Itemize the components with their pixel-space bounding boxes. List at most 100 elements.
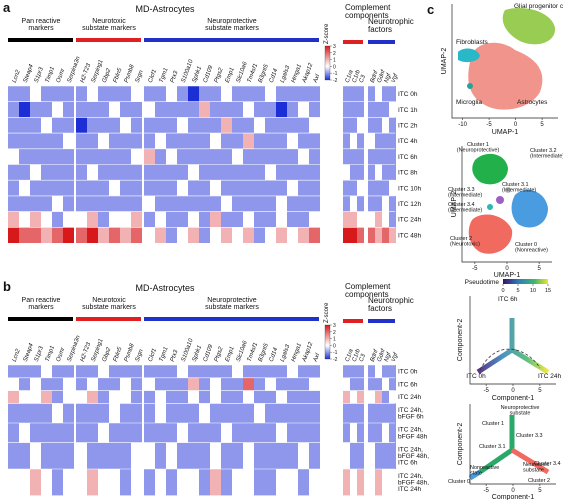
gene-label: Clcf1 <box>148 348 158 363</box>
heatmap-cell <box>298 423 309 443</box>
heatmap-cell <box>232 148 243 165</box>
heatmap-cell <box>63 133 74 149</box>
group-bar <box>368 319 395 323</box>
heatmap-cell <box>343 117 350 134</box>
x-tick-label: -5 <box>486 122 492 128</box>
heatmap-cell <box>109 164 120 181</box>
row-label-line: ITC 0h <box>398 369 418 376</box>
heatmap-cell <box>98 148 109 165</box>
heatmap-cell <box>188 365 199 378</box>
heatmap-cell <box>30 180 41 196</box>
gene-label: Cd14 <box>269 347 280 363</box>
heatmap-cell <box>98 180 109 196</box>
heatmap-cell <box>8 377 19 391</box>
heatmap-cell <box>155 117 166 134</box>
heatmap-cell <box>52 469 63 496</box>
heatmap-cell <box>52 211 63 228</box>
row-label-line: ITC 24h <box>398 394 422 401</box>
gene-label: Gbp2 <box>102 67 113 83</box>
heatmap-cell <box>188 423 199 443</box>
heatmap-cell <box>131 365 142 378</box>
gene-label: Bdnf <box>370 348 380 363</box>
heatmap-cell <box>87 117 98 134</box>
heatmap-cell <box>98 469 109 496</box>
heatmap-cell <box>343 148 350 165</box>
heatmap-cell <box>155 180 166 196</box>
panel-title: MD-Astrocytes <box>135 283 195 293</box>
gene-label: Emp1 <box>225 67 236 84</box>
heatmap-cell <box>144 101 155 118</box>
heatmap-cell <box>131 164 142 181</box>
heatmap-cell <box>98 423 109 443</box>
heatmap-cell <box>188 195 199 212</box>
x-tick-label: 0 <box>511 388 515 394</box>
heatmap-cell <box>87 442 98 469</box>
heatmap-cell <box>109 390 120 404</box>
heatmap-cell <box>243 403 254 423</box>
heatmap-cell <box>30 195 41 212</box>
heatmap-cell <box>210 195 221 212</box>
heatmap-cell <box>382 86 389 102</box>
heatmap-cell <box>109 377 120 391</box>
heatmap-cell <box>166 469 177 496</box>
heatmap-cell <box>144 442 155 469</box>
heatmap-cell <box>210 227 221 243</box>
heatmap-cell <box>87 423 98 443</box>
heatmap-cell <box>221 133 232 149</box>
group-name: Neuroprotective substate markers <box>205 297 259 311</box>
heatmap-cell <box>76 101 87 118</box>
heatmap-cell <box>368 86 375 102</box>
heatmap-cell <box>243 469 254 496</box>
heatmap-cell <box>287 423 298 443</box>
heatmap-cell <box>8 403 19 423</box>
colorbar-label: Z-score <box>324 302 330 323</box>
heatmap-cell <box>368 101 375 118</box>
heatmap-cell <box>87 211 98 228</box>
colorbar-tick-label: -1 <box>333 350 338 356</box>
heatmap-cell <box>41 101 52 118</box>
heatmap-cell <box>276 227 287 243</box>
annotation: Cluster 2 <box>528 478 550 484</box>
annotation: Microglia <box>456 99 482 106</box>
annotation-line: Cluster 3.2 <box>530 148 557 154</box>
heatmap-cell <box>276 442 287 469</box>
annotation: Cluster 3.1 (Intermediate) <box>502 182 536 194</box>
row-label: ITC 24h, bFGF 48h, ITC 24h <box>398 473 429 493</box>
annotation: Cluster 0 <box>448 479 470 485</box>
heatmap-cell <box>221 117 232 134</box>
heatmap-cell <box>368 227 375 243</box>
gene-label: Cd14 <box>269 68 280 84</box>
row-label-line: bFGF 48h, <box>398 479 429 486</box>
heatmap-cell <box>210 442 221 469</box>
group-name-line: components <box>345 11 389 20</box>
heatmap-cell <box>276 390 287 404</box>
heatmap-cell <box>232 403 243 423</box>
annotation: Neurotoxic substate <box>523 462 550 474</box>
row-label: ITC 24h, bFGF 48h, ITC 6h <box>398 446 429 466</box>
row-label-line: ITC 0h <box>398 91 418 98</box>
row-label-line: ITC 6h <box>398 460 418 467</box>
heatmap-cell <box>109 101 120 118</box>
heatmap-cell <box>131 403 142 423</box>
heatmap-cell <box>87 227 98 243</box>
heatmap-cell <box>357 180 364 196</box>
heatmap-cell <box>221 403 232 423</box>
heatmap-cell <box>52 377 63 391</box>
heatmap-cell <box>41 423 52 443</box>
heatmap-cell <box>254 227 265 243</box>
colorbar-tick-label: -2 <box>333 357 338 363</box>
group-name-line: Pan reactive <box>22 297 61 304</box>
heatmap-cell <box>177 469 188 496</box>
heatmap-cell <box>276 101 287 118</box>
heatmap-cell <box>221 227 232 243</box>
annotation-line: (Intermediate) <box>448 193 482 199</box>
gene-label: Cd109 <box>203 64 215 83</box>
heatmap-cell <box>232 365 243 378</box>
heatmap-cell <box>8 164 19 181</box>
heatmap-cell <box>63 195 74 212</box>
x-axis-label: Component-1 <box>492 395 535 402</box>
heatmap-cell <box>52 101 63 118</box>
heatmap-cell <box>389 377 396 391</box>
heatmap-cell <box>298 180 309 196</box>
group-name: Pan reactive markers <box>22 18 61 32</box>
